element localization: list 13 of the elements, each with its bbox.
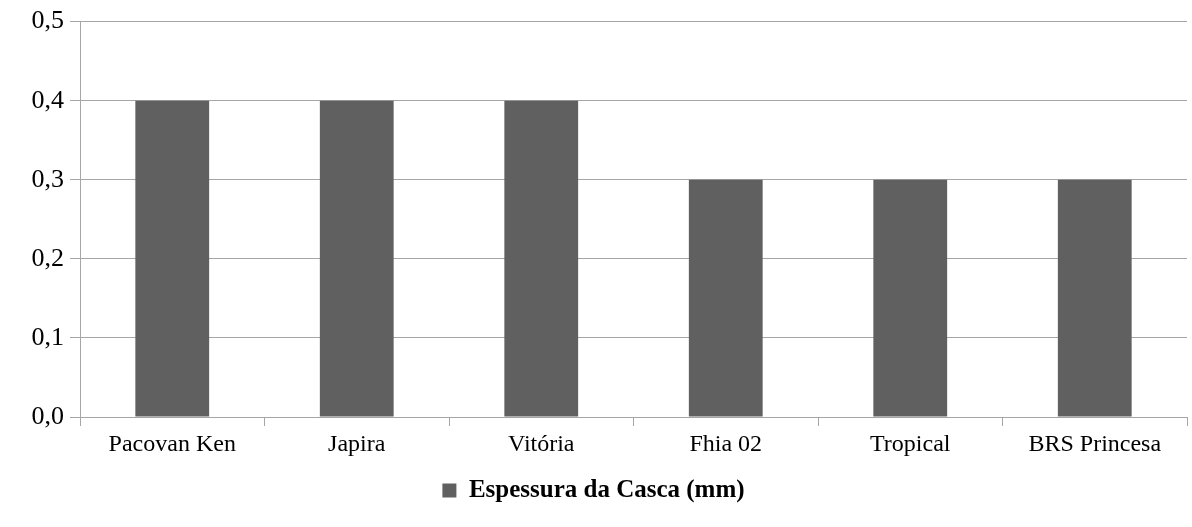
y-tick-label: 0,3 [31, 163, 64, 193]
x-tick-label: Japira [328, 429, 386, 456]
x-tick-label: Vitória [507, 429, 575, 456]
x-tick-label: Fhia 02 [689, 429, 763, 456]
y-tick-label: 0,4 [31, 84, 64, 114]
x-tick-label: Pacovan Ken [108, 429, 236, 456]
y-tick-label: 0,5 [31, 5, 64, 35]
y-tick-label: 0,1 [31, 321, 64, 351]
y-tick-label: 0,2 [31, 242, 64, 272]
y-tick-label: 0,0 [31, 400, 64, 430]
legend-label: Espessura da Casca (mm) [468, 474, 745, 503]
x-tick-label: Tropical [870, 429, 951, 456]
x-tick-label: BRS Princesa [1028, 429, 1162, 456]
